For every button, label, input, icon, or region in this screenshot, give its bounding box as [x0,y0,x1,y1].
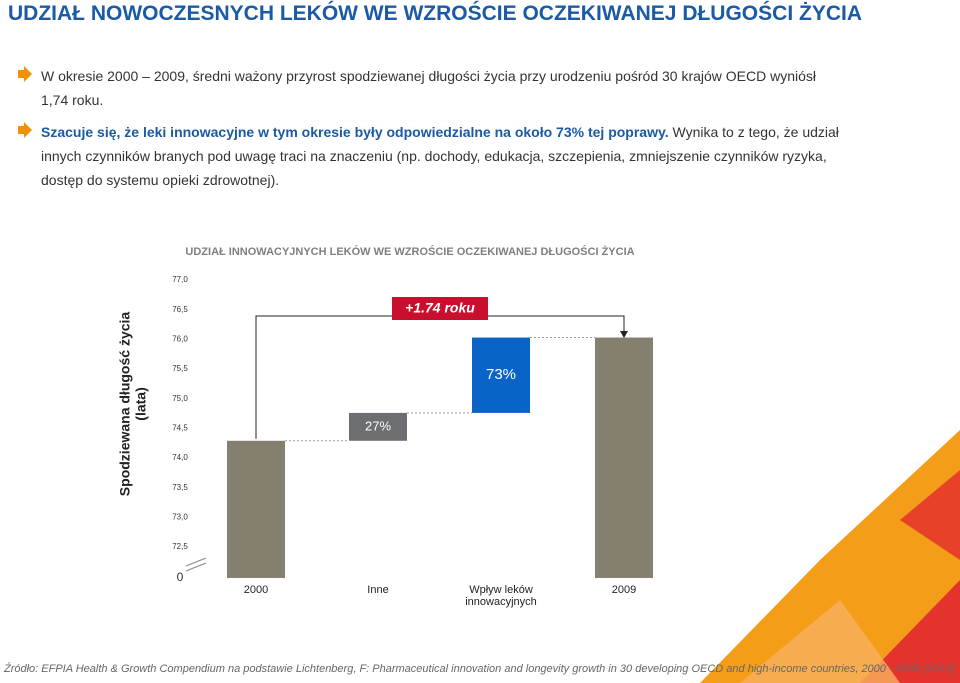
page-title: UDZIAŁ NOWOCZESNYCH LEKÓW WE WZROŚCIE OC… [8,2,862,25]
bar [227,440,285,578]
y-tick-label: 73,5 [172,483,188,492]
y-tick-label: 76,0 [172,334,188,343]
value-label: 27% [365,418,391,433]
x-tick-label: Inne [367,584,389,596]
y-tick-label: 75,0 [172,394,188,403]
y-tick-label: 74,5 [172,423,188,432]
y-label-line: (lata) [133,387,149,420]
y-tick-label: 74,0 [172,453,188,462]
y-label-line: Spodziewana długość życia [117,312,133,497]
bracket [255,315,625,439]
y-tick-label: 76,5 [172,305,188,314]
annotation-box [392,297,488,320]
bar [595,337,653,578]
annotation: +1.74 roku [405,300,475,316]
bullet-arrow [18,122,32,138]
bar [472,337,530,413]
bracket-arrow [620,331,628,338]
bullet: Szacuje się, że leki innowacyjne w tym o… [41,120,841,192]
y-label: Spodziewana długość życia (lata) [117,312,149,497]
decoration [700,430,960,683]
x-tick-label: 2000 [243,584,269,596]
y-tick-label: 73,0 [172,512,188,521]
bullet-text: Wynika to z tego, że udział innych czynn… [41,124,839,188]
y-tick-label: 75,5 [172,364,188,373]
y-tick-label: 0 [177,570,184,584]
bar [349,412,407,441]
axis-break [185,557,207,572]
bullet-arrow [18,66,32,82]
source: Źródło: EFPIA Health & Growth Compendium… [4,663,956,675]
chart-title: UDZIAŁ INNOWACYJNYCH LEKÓW WE WZROŚCIE O… [185,245,634,258]
x-tick-label: Wpływ leków innowacyjnych [465,584,537,608]
bullet-bold: Szacuje się, że leki innowacyjne w tym o… [41,124,669,140]
bullet: W okresie 2000 – 2009, średni ważony prz… [41,68,817,108]
y-tick-label: 72,5 [172,542,188,551]
x-tick-label: 2009 [611,584,637,596]
value-label: 73% [486,366,516,383]
y-tick-label: 77,0 [172,275,188,284]
